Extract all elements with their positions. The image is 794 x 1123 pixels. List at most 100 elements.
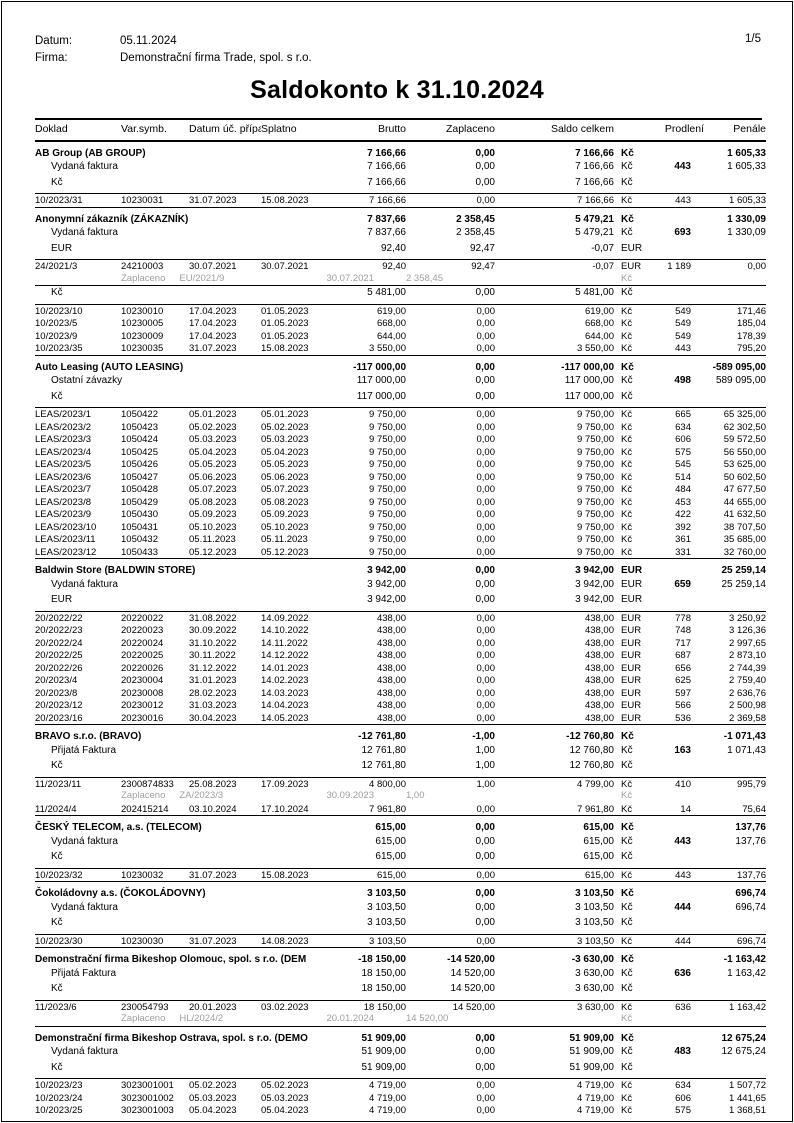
currency-cell: EUR <box>621 578 643 590</box>
brutto-cell: 12 761,80 <box>361 760 407 771</box>
varsymb-cell: 20230012 <box>121 700 164 711</box>
brutto-cell: 7 166,66 <box>367 147 406 159</box>
varsymb-cell: 1050424 <box>121 434 158 445</box>
date-label: Datum: <box>35 35 73 47</box>
doklad-cell: LEAS/2023/11 <box>35 534 96 545</box>
prodleni-cell: 484 <box>675 484 691 495</box>
saldo-cell: 12 760,80 <box>569 760 615 771</box>
saldo-cell: 438,00 <box>584 675 614 686</box>
saldo-cell: 3 630,00 <box>575 983 614 994</box>
zaplaceno-cell: 0,00 <box>475 578 495 590</box>
doklad-cell: LEAS/2023/7 <box>35 484 91 495</box>
saldo-cell: 9 750,00 <box>577 534 614 545</box>
datum-cell: 31.07.2023 <box>189 343 237 354</box>
prodleni-cell <box>654 790 704 803</box>
group-summary-row: Anonymní zákazník (ZÁKAZNÍK) 7 837,66 2 35… <box>35 206 766 227</box>
payment-amount-cell: 1,00 <box>406 790 425 801</box>
partner-name: Auto Leasing (AUTO LEASING) <box>35 354 322 375</box>
currency-subtotal-row: Kč 18 150,00 14 520,00 3 630,00 Kč <box>35 982 766 1000</box>
brutto-cell: 438,00 <box>322 610 406 624</box>
splatno-cell: 05.08.2023 <box>261 496 309 508</box>
prodleni-cell: 778 <box>654 610 704 624</box>
zaplaceno-cell: 0,00 <box>476 637 496 649</box>
saldo-cell: 9 750,00 <box>577 546 614 558</box>
detail-row: 24/2021/3 24210003 30.07.2021 30.07.2021 92,… <box>35 259 766 273</box>
penale-cell: 696,74 <box>735 901 766 913</box>
datum-cell: 31.12.2022 <box>189 662 237 674</box>
zaplaceno-cell: 1,00 <box>475 760 495 771</box>
penale-cell <box>704 285 766 304</box>
penale-cell: 12 675,24 <box>721 1046 767 1057</box>
brutto-cell: 5 481,00 <box>322 285 406 304</box>
zaplaceno-cell: 0,00 <box>476 484 496 495</box>
currency-cell: Kč <box>621 901 633 913</box>
zaplaceno-cell: 0,00 <box>406 285 495 304</box>
zaplaceno-cell: 0,00 <box>406 303 495 317</box>
prodleni-cell: 536 <box>675 712 691 724</box>
saldo-cell: 7 166,66 <box>575 147 614 159</box>
saldo-cell: 3 630,00 <box>495 999 614 1013</box>
zaplaceno-cell: 0,00 <box>475 835 495 847</box>
doklad-cell: 20/2023/4 <box>35 675 78 686</box>
col-header-prodleni: Prodlení <box>654 122 704 142</box>
doc-type-label: Vydaná faktura <box>51 901 118 913</box>
currency-cell: EUR <box>614 610 654 624</box>
prodleni-cell: 656 <box>675 662 691 674</box>
currency-cell: Kč <box>621 421 633 433</box>
penale-cell: 3 250,92 <box>704 610 766 624</box>
penale-cell <box>704 1061 766 1079</box>
brutto-cell: 9 750,00 <box>369 484 406 495</box>
currency-subtotal-label: Kč <box>51 851 63 862</box>
payment-info-row: Zaplaceno EU/2021/9 30.07.2021 2 358,45 Kč <box>35 273 766 286</box>
penale-cell <box>704 850 766 868</box>
meta-date-row: Datum: 05.11.2024 <box>35 33 312 50</box>
prodleni-cell <box>654 558 704 579</box>
varsymb-cell: 3023001003 <box>121 1105 174 1116</box>
zaplaceno-cell: 0,00 <box>475 917 495 928</box>
splatno-cell: 14.09.2022 <box>261 610 322 624</box>
penale-cell: 178,39 <box>736 330 766 342</box>
detail-row: 20/2023/4 20230004 31.01.2023 14.02.2023 438… <box>35 674 766 687</box>
doc-type-label: Vydaná faktura <box>51 1046 118 1057</box>
currency-cell: Kč <box>621 446 633 458</box>
datum-cell: 30.07.2021 <box>189 259 261 273</box>
brutto-cell: 438,00 <box>376 712 406 724</box>
currency-cell: EUR <box>621 662 642 674</box>
splatno-cell: 14.03.2023 <box>261 687 309 699</box>
payment-amount-cell: 2 358,45 <box>406 272 443 284</box>
prodleni-cell: 443 <box>674 161 691 172</box>
currency-cell: Kč <box>614 947 654 968</box>
penale-cell <box>704 242 766 260</box>
group-summary-row: BRAVO s.r.o. (BRAVO) -12 761,80 -1,00 -12 7… <box>35 724 766 745</box>
doklad-cell: 10/2023/5 <box>35 318 78 329</box>
currency-cell: Kč <box>614 815 654 836</box>
prodleni-cell <box>654 141 704 162</box>
detail-row: 10/2023/31 10230031 31.07.2023 15.08.2023 7 … <box>35 193 766 207</box>
prodleni-cell: 331 <box>675 546 691 558</box>
zaplaceno-cell: 0,00 <box>476 496 496 508</box>
brutto-cell: 4 800,00 <box>322 776 406 790</box>
brutto-cell: 3 103,50 <box>322 933 406 948</box>
group-summary-row: Demonstrační firma Bikeshop Ostrava, spo… <box>35 1025 766 1046</box>
doklad-cell: 20/2023/12 <box>35 700 83 711</box>
zaplaceno-cell: 0,00 <box>476 521 496 533</box>
datum-cell: 05.07.2023 <box>189 484 237 495</box>
zaplaceno-cell: 0,00 <box>476 318 496 329</box>
brutto-cell: 92,40 <box>380 242 406 254</box>
saldo-cell: 3 103,50 <box>575 901 614 913</box>
zaplaceno-cell: 0,00 <box>476 662 496 674</box>
saldo-cell: 7 166,66 <box>495 193 614 207</box>
currency-cell: Kč <box>621 390 633 402</box>
currency-cell: Kč <box>621 1092 633 1104</box>
prodleni-cell <box>654 593 704 611</box>
currency-cell: Kč <box>621 521 633 533</box>
doklad-cell: 20/2022/26 <box>35 662 83 674</box>
detail-row: 20/2023/12 20230012 31.03.2023 14.04.2023 43… <box>35 699 766 712</box>
saldo-cell: 9 750,00 <box>577 484 614 495</box>
prodleni-cell: 514 <box>675 471 691 483</box>
saldo-cell: 4 719,00 <box>495 1078 614 1092</box>
splatno-cell: 01.05.2023 <box>261 303 322 317</box>
doklad-cell: LEAS/2023/3 <box>35 434 91 445</box>
currency-cell: Kč <box>621 272 633 284</box>
splatno-cell: 30.07.2021 <box>261 259 322 273</box>
